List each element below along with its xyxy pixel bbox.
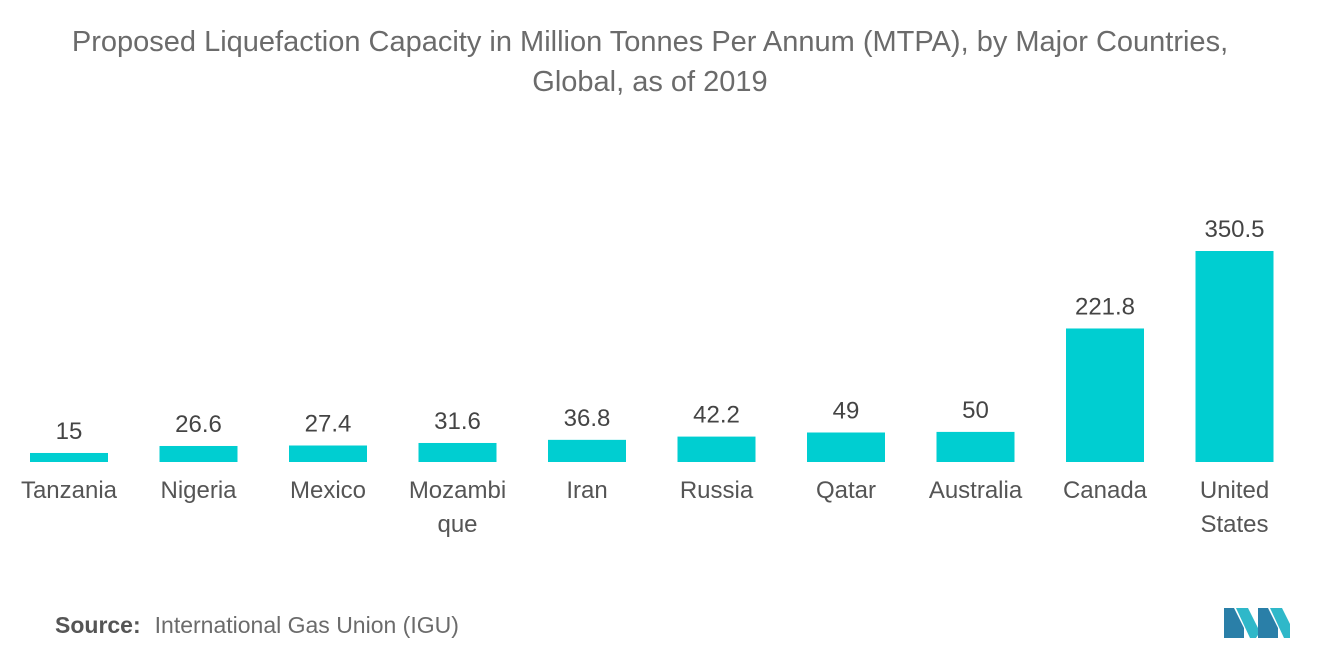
x-tick-label: Qatar	[816, 477, 876, 504]
x-tick-label: Tanzania	[21, 477, 118, 504]
bar-nigeria	[159, 445, 238, 462]
data-label: 15	[56, 418, 83, 445]
data-label: 42.2	[693, 402, 740, 429]
bar-qatar	[807, 432, 885, 462]
bar-unitedstates	[1195, 251, 1274, 462]
x-tick-label: Nigeria	[160, 477, 237, 504]
x-tick-label: Mozambi	[409, 477, 506, 504]
data-label: 26.6	[175, 411, 222, 438]
x-tick-label: Canada	[1063, 477, 1148, 504]
chart-title-line-1: Proposed Liquefaction Capacity in Millio…	[71, 26, 1229, 58]
bar-tanzania	[30, 452, 108, 462]
bar-mozambique	[418, 442, 497, 462]
bar-canada	[1066, 328, 1144, 462]
x-tick-label: Russia	[680, 477, 754, 504]
bar-australia	[936, 431, 1015, 462]
chart-title-line-2: Global, as of 2019	[532, 66, 768, 98]
data-label: 31.6	[434, 408, 481, 435]
x-tick-label: United	[1200, 477, 1269, 504]
x-tick-label: que	[437, 511, 477, 538]
data-label: 49	[833, 398, 860, 425]
chart-title: Proposed Liquefaction Capacity in Millio…	[0, 22, 1300, 102]
data-label: 221.8	[1075, 293, 1135, 320]
x-tick-label: Australia	[929, 477, 1023, 504]
source-label: Source:	[55, 612, 141, 638]
bar-iran	[548, 439, 626, 462]
x-tick-label: Iran	[566, 477, 607, 504]
source-note: Source: International Gas Union (IGU)	[55, 612, 459, 639]
data-label: 27.4	[305, 411, 352, 438]
x-tick-label: Mexico	[290, 477, 366, 504]
data-label: 50	[962, 397, 989, 424]
source-text: International Gas Union (IGU)	[154, 612, 459, 638]
data-label: 36.8	[564, 405, 611, 432]
bar-chart: 15 Tanzania 26.6 Nigeria 27.4 Mexico 31.6 Mozam…	[21, 216, 1274, 538]
bar-mexico	[289, 445, 367, 462]
brand-logo-icon	[1224, 608, 1290, 638]
x-tick-label: States	[1200, 511, 1268, 538]
data-label: 350.5	[1204, 216, 1264, 243]
bar-russia	[677, 436, 756, 462]
